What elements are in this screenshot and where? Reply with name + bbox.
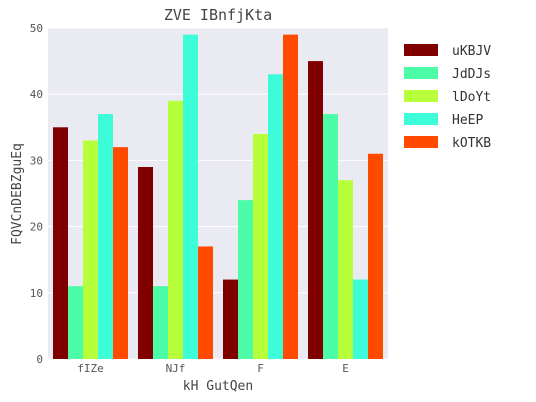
bar-JdDJs-E [323,114,338,359]
legend-label: lDoYt [452,90,491,105]
bar-JdDJs-fIZe [68,286,83,359]
bar-uKBJV-NJf [138,167,153,359]
bar-lDoYt-F [253,133,268,359]
legend-swatch [404,67,438,79]
bar-HeEP-F [268,74,283,359]
y-tick-labels: 0 10 20 30 40 50 [30,22,43,366]
legend-label: HeEP [452,113,483,128]
legend-swatch [404,44,438,56]
bar-HeEP-E [353,279,368,359]
y-tick-label: 50 [30,22,43,35]
bar-kOTKB-F [283,34,298,360]
bar-lDoYt-NJf [168,100,183,359]
bar-lDoYt-fIZe [83,140,98,359]
legend-label: JdDJs [452,67,491,82]
x-tick-label: F [257,362,264,375]
y-tick-label: 30 [30,154,43,167]
bar-lDoYt-E [338,180,353,359]
bar-JdDJs-NJf [153,286,168,359]
y-tick-label: 20 [30,221,43,234]
legend-label: kOTKB [452,136,491,151]
bar-HeEP-NJf [183,34,198,360]
bar-uKBJV-F [223,279,238,359]
legend-label: uKBJV [452,44,491,59]
bar-kOTKB-NJf [198,246,213,359]
bar-kOTKB-E [368,153,383,359]
x-tick-label: NJf [166,362,186,375]
bar-kOTKB-fIZe [113,147,128,359]
x-tick-labels: fIZe NJf F E [77,362,349,375]
legend-swatch [404,90,438,102]
bar-HeEP-fIZe [98,114,113,359]
bar-uKBJV-E [308,61,323,359]
x-tick-label: E [342,362,349,375]
bars-group [53,34,383,360]
bar-JdDJs-F [238,200,253,359]
x-tick-label: fIZe [77,362,104,375]
legend: uKBJV JdDJs lDoYt HeEP kOTKB [404,44,491,151]
y-axis-label: FQVCnDEBZguEq [10,143,25,245]
x-axis-label: kH GutQen [183,379,253,394]
y-tick-label: 10 [30,287,43,300]
y-tick-label: 0 [36,353,43,366]
chart-title: ZVE IBnfjKta [164,6,272,24]
y-tick-label: 40 [30,88,43,101]
legend-swatch [404,113,438,125]
legend-swatch [404,136,438,148]
bar-uKBJV-fIZe [53,127,68,359]
